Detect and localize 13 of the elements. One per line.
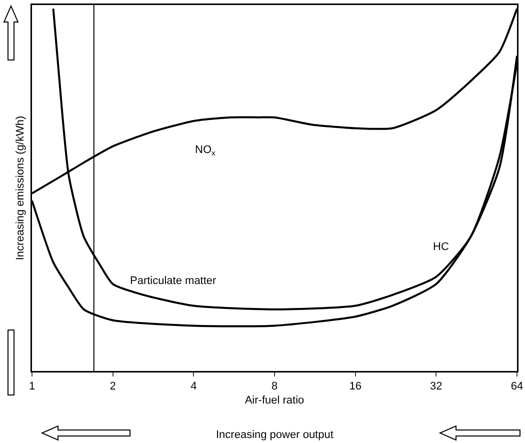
x-tick-label: 1	[28, 380, 36, 393]
text: NO$_{x}$	[195, 144, 216, 158]
text: Increasing power output	[216, 429, 334, 441]
series-label: Particulate matter	[130, 275, 217, 287]
x-tick-label: 32	[430, 380, 442, 393]
x-tick-label: 2	[110, 380, 116, 393]
x-tick-label: 8	[271, 380, 278, 393]
x-tick-label: 16	[349, 380, 362, 393]
y-axis-title: Increasing emissions (g/kWh)	[14, 116, 26, 260]
x-tick-label: 4	[190, 380, 197, 393]
x-axis-title: Air-fuel ratio	[244, 394, 304, 407]
x-tick-label: 64	[510, 380, 524, 393]
series-label: HC	[433, 241, 449, 253]
